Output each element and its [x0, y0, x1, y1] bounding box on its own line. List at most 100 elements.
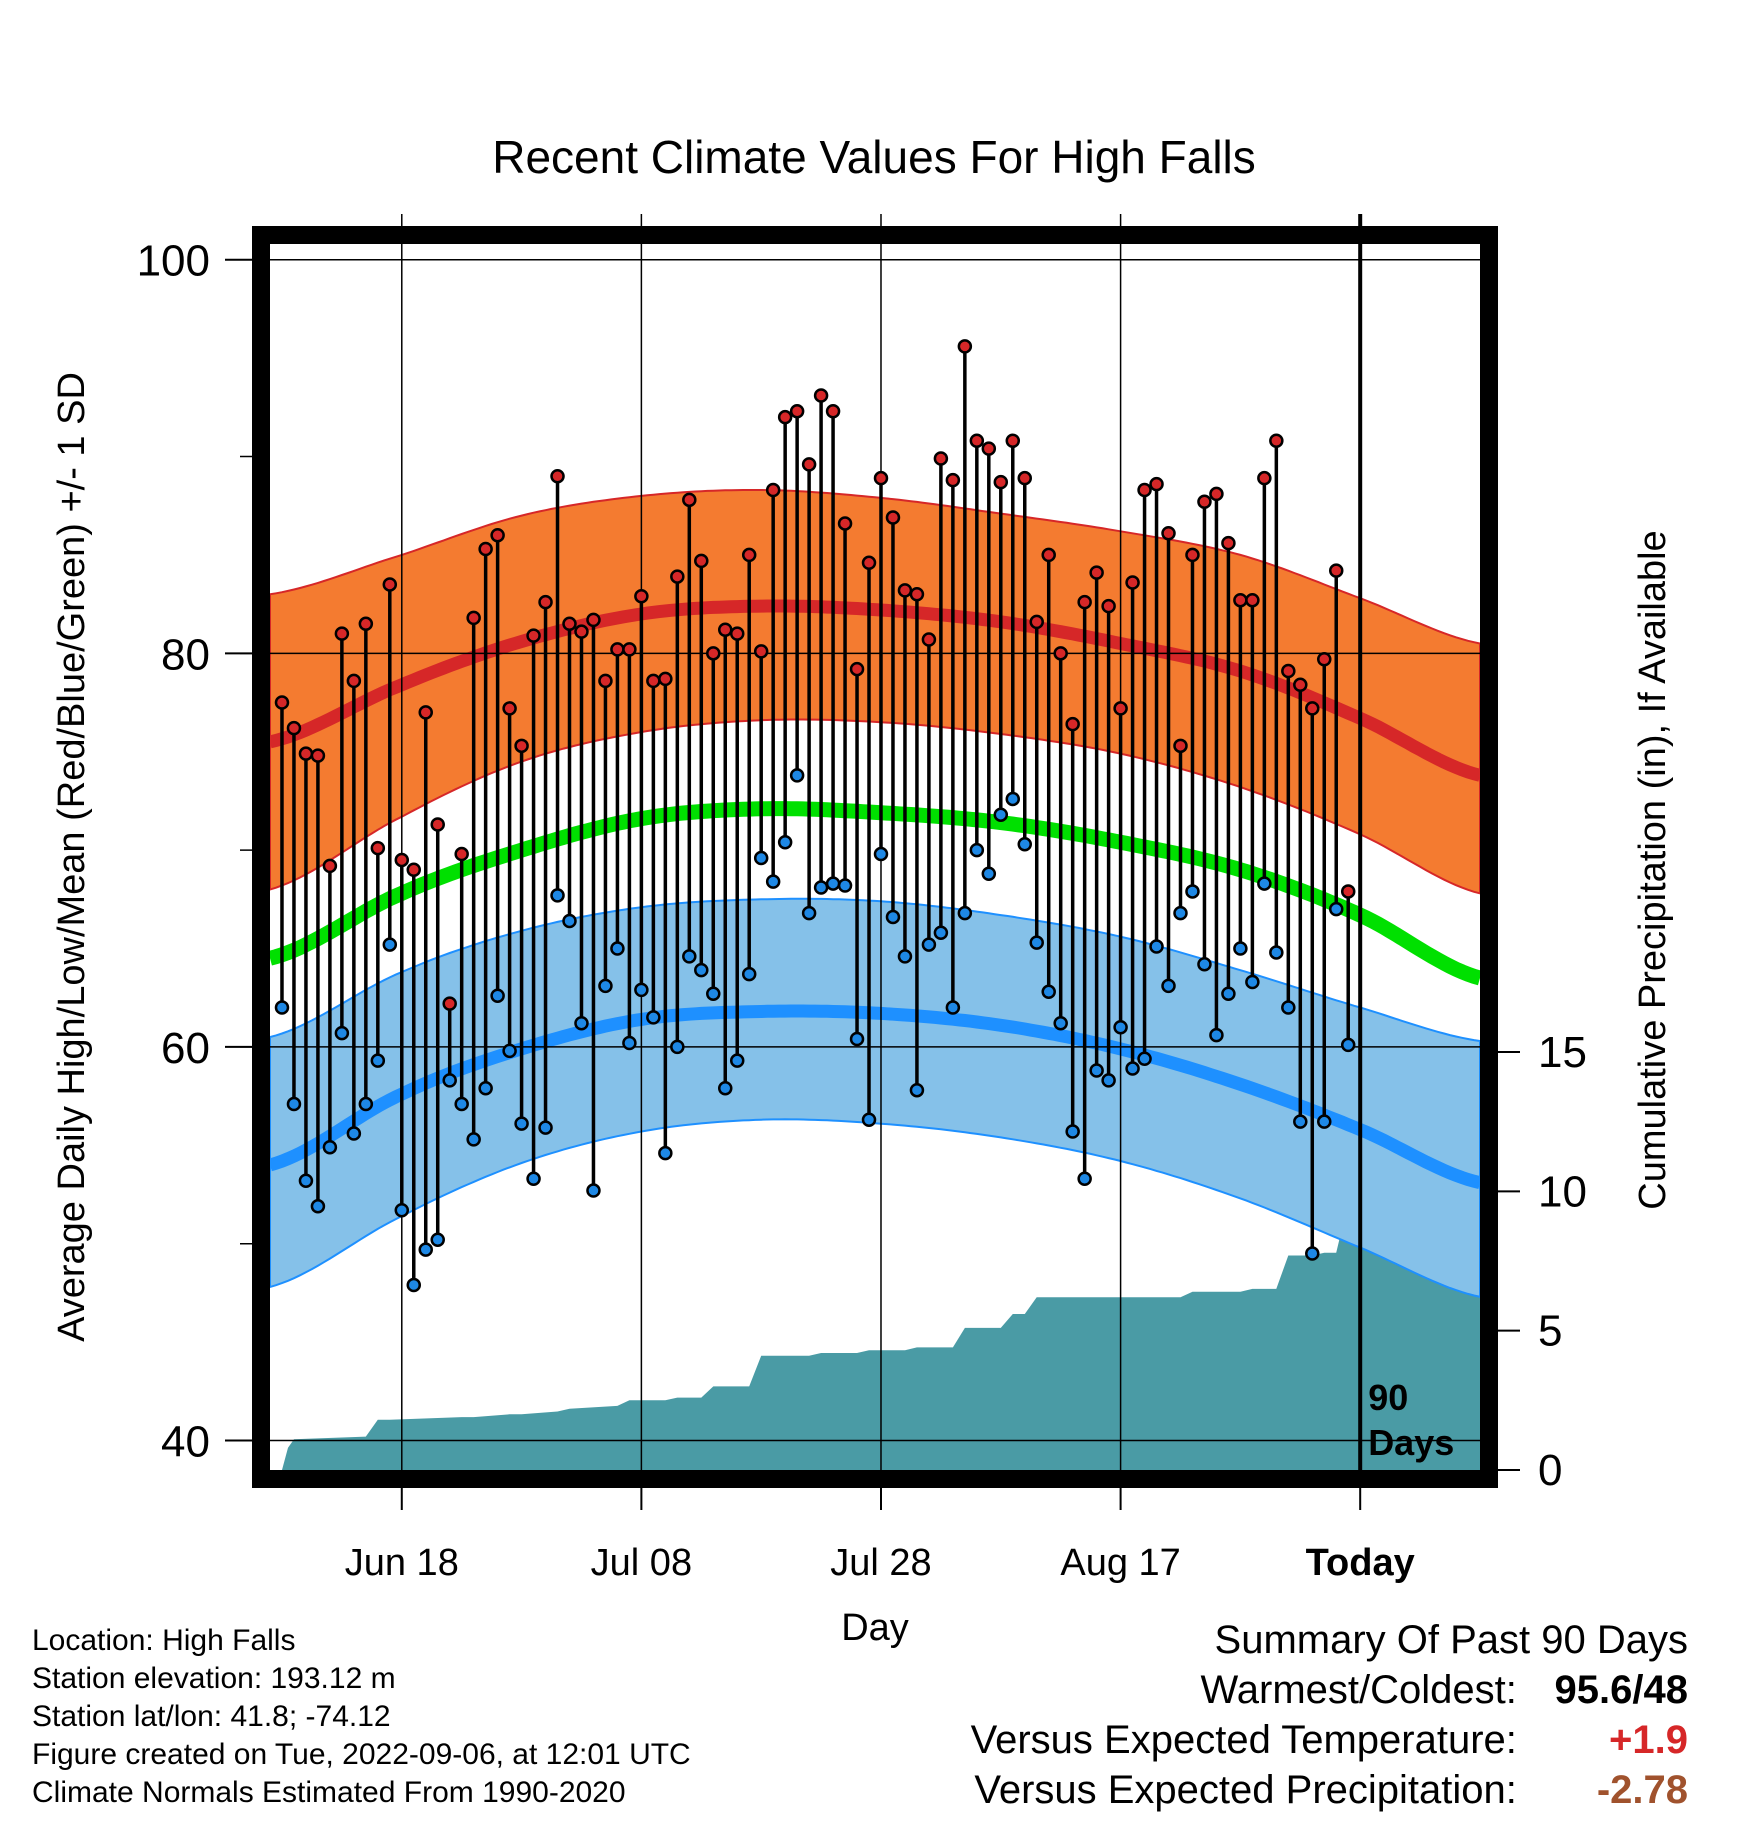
- left-tick-label: 80: [161, 630, 210, 679]
- meta-normals: Climate Normals Estimated From 1990-2020: [32, 1776, 626, 1809]
- daily-low-point: [1269, 945, 1284, 960]
- x-tick-label: Jul 28: [830, 1542, 931, 1584]
- daily-high-point: [921, 632, 937, 647]
- daily-low-point: [634, 982, 649, 998]
- daily-high-point: [1113, 701, 1128, 716]
- daily-high-point: [1269, 433, 1284, 449]
- summary-warmest-label: Warmest/Coldest:: [1200, 1668, 1517, 1712]
- daily-high-point: [526, 628, 541, 643]
- daily-low-point: [598, 978, 613, 994]
- daily-high-point: [813, 388, 829, 403]
- daily-low-point: [1005, 791, 1021, 807]
- daily-low-point: [466, 1132, 481, 1147]
- summary-panel: Summary Of Past 90 Days Warmest/Coldest:…: [971, 1615, 1688, 1815]
- daily-low-point: [813, 880, 829, 895]
- daily-low-point: [1173, 905, 1188, 921]
- daily-high-point: [945, 472, 961, 488]
- daily-low-point: [310, 1199, 326, 1214]
- daily-low-point: [717, 1080, 733, 1096]
- high-sd-band: [270, 489, 1480, 895]
- daily-low-point: [777, 834, 793, 850]
- daily-high-point: [550, 468, 565, 484]
- daily-high-point: [1149, 476, 1164, 492]
- summary-temp-value: +1.9: [1609, 1718, 1688, 1762]
- daily-high-point: [1233, 592, 1248, 608]
- daily-high-point: [646, 673, 661, 689]
- daily-low-point: [334, 1025, 350, 1041]
- daily-low-point: [1017, 836, 1033, 852]
- daily-high-point: [382, 577, 398, 592]
- daily-low-point: [646, 1010, 661, 1025]
- daily-high-point: [622, 642, 637, 657]
- normal-high-line: [270, 599, 1480, 782]
- daily-high-point: [885, 510, 901, 525]
- daily-low-point: [861, 1112, 877, 1127]
- daily-high-point: [310, 748, 326, 763]
- daily-low-point: [897, 949, 913, 964]
- daily-low-point: [957, 905, 973, 921]
- daily-high-point: [682, 492, 697, 508]
- daily-low-point: [298, 1173, 314, 1188]
- daily-low-point: [1197, 957, 1212, 972]
- daily-high-point: [538, 594, 553, 610]
- daily-high-point: [909, 587, 925, 602]
- daily-high-point: [777, 409, 793, 425]
- daily-low-point: [981, 866, 997, 881]
- daily-high-point: [502, 701, 517, 716]
- daily-low-point: [933, 925, 949, 941]
- daily-low-point: [346, 1126, 362, 1141]
- daily-high-point: [478, 541, 493, 557]
- daily-low-point: [694, 962, 709, 978]
- daily-low-point: [1137, 1051, 1152, 1066]
- daily-high-point: [322, 858, 338, 874]
- daily-low-point: [574, 1016, 589, 1031]
- daily-high-point: [1053, 646, 1068, 661]
- daily-low-point: [562, 913, 577, 929]
- meta-created: Figure created on Tue, 2022-09-06, at 12…: [32, 1738, 691, 1771]
- daily-high-point: [1245, 592, 1260, 608]
- daily-high-point: [490, 527, 505, 543]
- daily-high-point: [861, 555, 877, 571]
- daily-low-point: [1328, 901, 1344, 917]
- daily-low-point: [586, 1183, 601, 1198]
- daily-low-point: [729, 1053, 745, 1068]
- daily-low-point: [550, 888, 565, 903]
- daily-low-point: [1281, 1000, 1296, 1015]
- right-tick-label: 10: [1538, 1167, 1587, 1216]
- daily-high-point: [1065, 716, 1080, 732]
- daily-low-point: [753, 850, 769, 866]
- daily-low-point: [1161, 978, 1176, 994]
- daily-low-point: [1065, 1124, 1080, 1139]
- daily-high-point: [562, 616, 577, 632]
- daily-low-point: [1257, 876, 1272, 891]
- precipitation-area: [282, 1202, 1480, 1470]
- daily-low-point: [1221, 986, 1236, 1002]
- daily-high-point: [346, 673, 362, 689]
- daily-low-point: [1089, 1063, 1104, 1078]
- daily-low-point: [801, 905, 817, 921]
- daily-high-point: [298, 746, 314, 761]
- daily-low-point: [406, 1277, 422, 1293]
- x-tick-label: Jun 18: [345, 1542, 459, 1584]
- daily-high-point: [1221, 535, 1236, 551]
- daily-low-point: [1185, 884, 1200, 899]
- daily-high-point: [1137, 482, 1152, 498]
- daily-high-point: [897, 583, 913, 598]
- daily-low-point: [909, 1082, 925, 1098]
- daily-low-point: [789, 768, 805, 783]
- daily-low-point: [741, 966, 757, 982]
- daily-low-point: [682, 949, 697, 964]
- daily-high-point: [1101, 598, 1116, 614]
- daily-high-point: [741, 547, 757, 563]
- daily-high-point: [514, 738, 529, 754]
- daily-low-point: [430, 1232, 445, 1248]
- daily-low-point: [765, 874, 781, 889]
- daily-high-point: [825, 404, 841, 419]
- right-tick-label: 5: [1538, 1307, 1562, 1356]
- daily-high-point: [1161, 526, 1176, 541]
- summary-temp-row: Versus Expected Temperature: +1.9: [971, 1715, 1688, 1765]
- daily-high-point: [466, 610, 481, 626]
- daily-high-point: [1005, 433, 1021, 449]
- daily-low-point: [837, 878, 853, 893]
- daily-low-point: [885, 909, 901, 925]
